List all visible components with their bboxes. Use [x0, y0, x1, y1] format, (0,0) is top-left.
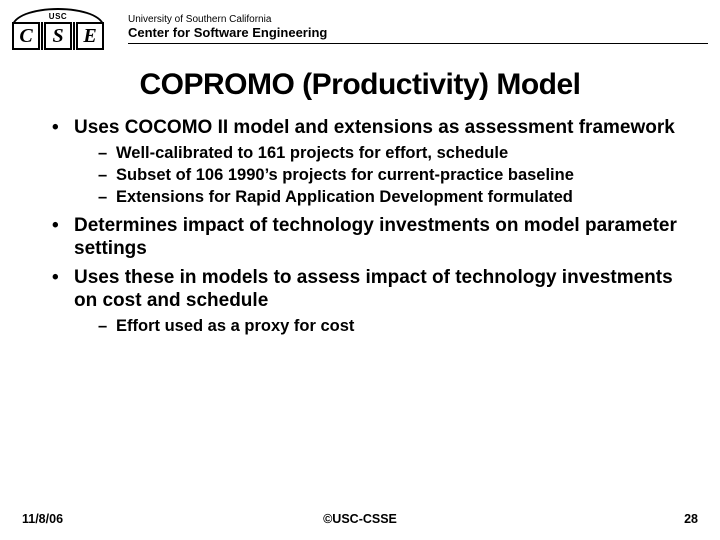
logo-letters-row: C S E	[12, 22, 104, 50]
sub-bullet-item: Well-calibrated to 161 projects for effo…	[98, 143, 684, 163]
university-name: University of Southern California	[128, 14, 708, 25]
usc-cse-logo: USC C S E	[12, 8, 104, 50]
bullet-text: Uses these in models to assess impact of…	[74, 267, 673, 311]
logo-letter-c: C	[12, 22, 40, 50]
header: USC C S E University of Southern Califor…	[0, 0, 720, 54]
sub-bullet-list: Well-calibrated to 161 projects for effo…	[98, 143, 684, 207]
sub-bullet-item: Effort used as a proxy for cost	[98, 316, 684, 336]
slide-content: Uses COCOMO II model and extensions as a…	[0, 116, 720, 336]
header-text: University of Southern California Center…	[128, 8, 708, 44]
slide-title: COPROMO (Productivity) Model	[20, 68, 700, 102]
center-name: Center for Software Engineering	[128, 25, 708, 40]
sub-bullet-item: Extensions for Rapid Application Develop…	[98, 187, 684, 207]
bullet-item: Uses these in models to assess impact of…	[52, 266, 684, 336]
footer-page-number: 28	[684, 512, 698, 526]
logo-letter-e: E	[76, 22, 104, 50]
bullet-list: Uses COCOMO II model and extensions as a…	[52, 116, 684, 336]
header-divider	[128, 43, 708, 44]
sub-bullet-list: Effort used as a proxy for cost	[98, 316, 684, 336]
bullet-item: Uses COCOMO II model and extensions as a…	[52, 116, 684, 208]
logo-pillar	[41, 22, 43, 50]
footer-copyright: ©USC-CSSE	[0, 512, 720, 526]
logo-letter-s: S	[44, 22, 72, 50]
logo-pillar	[73, 22, 75, 50]
sub-bullet-item: Subset of 106 1990’s projects for curren…	[98, 165, 684, 185]
bullet-text: Uses COCOMO II model and extensions as a…	[74, 117, 675, 138]
bullet-item: Determines impact of technology investme…	[52, 214, 684, 260]
